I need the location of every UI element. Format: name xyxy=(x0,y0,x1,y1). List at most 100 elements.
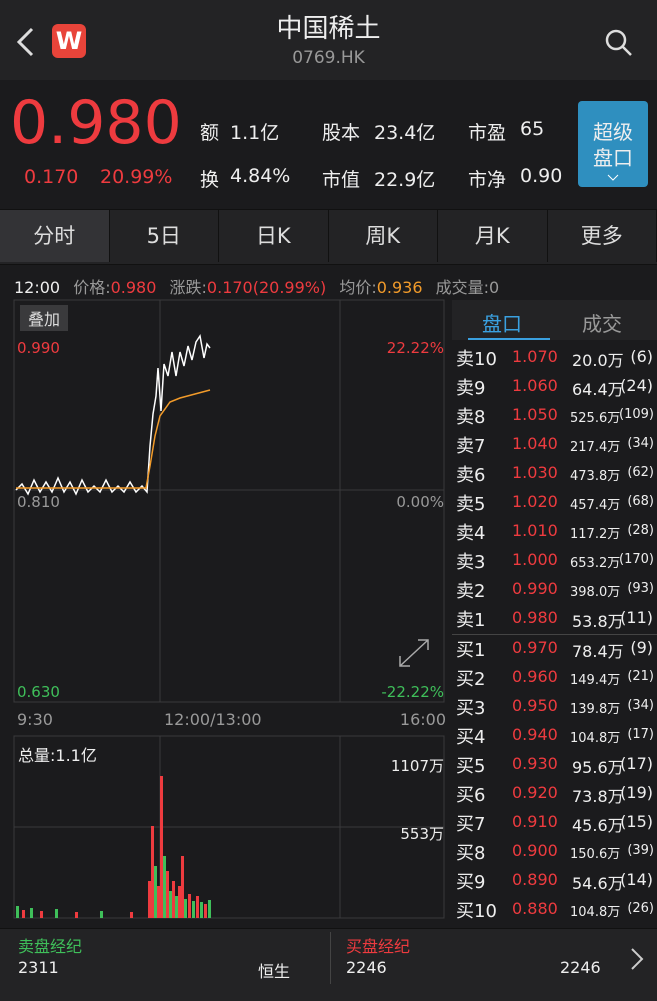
order-volume: 150.6万 xyxy=(570,843,620,862)
y-label: 0.990 xyxy=(17,339,60,357)
order-price: 0.990 xyxy=(512,579,558,598)
side-label: 卖8 xyxy=(456,403,485,429)
order-volume: 457.4万 xyxy=(570,494,620,513)
tab[interactable]: 更多 xyxy=(548,210,657,262)
order-count: (26) xyxy=(627,901,654,916)
order-price: 0.900 xyxy=(512,841,558,860)
x-label: 9:30 xyxy=(17,710,53,729)
tab[interactable]: 5日 xyxy=(110,210,220,262)
order-count: (24) xyxy=(620,376,653,395)
broker-bar xyxy=(0,928,657,1001)
avg-line xyxy=(16,390,210,488)
info-label: 均价: xyxy=(339,278,376,297)
next-button[interactable] xyxy=(630,947,644,971)
side-label: 卖3 xyxy=(456,548,485,574)
order-count: (11) xyxy=(620,608,653,627)
broker-name: 2246 xyxy=(560,958,601,977)
broker-name: 恒生 xyxy=(258,958,290,982)
x-label: 12:00/13:00 xyxy=(164,710,262,729)
stat-value: 0.90 xyxy=(520,165,562,187)
order-price: 0.930 xyxy=(512,754,558,773)
order-volume: 104.8万 xyxy=(570,727,620,746)
order-count: (21) xyxy=(627,669,654,684)
order-volume: 217.4万 xyxy=(570,436,620,455)
order-price: 1.030 xyxy=(512,463,558,482)
stat-label: 股本 xyxy=(322,118,360,145)
divider xyxy=(330,932,331,984)
button-text: 盘口 xyxy=(578,142,648,171)
side-label: 卖6 xyxy=(456,461,485,487)
stat-value: 4.84% xyxy=(230,165,290,187)
order-volume: 398.0万 xyxy=(570,581,620,600)
stat-label: 换 xyxy=(200,165,219,192)
order-price: 0.950 xyxy=(512,696,558,715)
order-count: (34) xyxy=(627,698,654,713)
side-label: 卖1 xyxy=(456,606,485,632)
expand-icon[interactable] xyxy=(400,640,428,666)
stock-code: 0769.HK xyxy=(0,48,657,68)
info-change: 0.170(20.99%) xyxy=(207,278,326,297)
stat-value: 22.9亿 xyxy=(374,165,435,192)
pct-label: 0.00% xyxy=(396,493,444,511)
order-count: (9) xyxy=(630,638,653,657)
overlay-button[interactable]: 叠加 xyxy=(20,305,68,331)
price-line xyxy=(16,336,210,494)
order-volume: 20.0万 xyxy=(572,347,624,371)
order-price: 0.890 xyxy=(512,870,558,889)
order-volume: 54.6万 xyxy=(572,870,624,894)
info-label: 涨跌: xyxy=(170,278,207,297)
order-price: 0.970 xyxy=(512,638,558,657)
broker-title: 卖盘经纪 xyxy=(18,933,82,957)
order-volume: 473.8万 xyxy=(570,465,620,484)
order-volume: 95.6万 xyxy=(572,754,624,778)
info-volume: 0 xyxy=(489,278,499,297)
side-label: 卖2 xyxy=(456,577,485,603)
order-price: 1.000 xyxy=(512,550,558,569)
orderbook-tab[interactable]: 盘口 xyxy=(452,308,552,337)
stat-label: 市盈 xyxy=(468,118,506,145)
side-label: 卖9 xyxy=(456,374,485,400)
search-button[interactable] xyxy=(604,28,634,58)
order-count: (68) xyxy=(627,494,654,509)
tab[interactable]: 日K xyxy=(219,210,329,262)
order-count: (62) xyxy=(627,465,654,480)
tab[interactable]: 月K xyxy=(438,210,548,262)
broker-code: 2311 xyxy=(18,958,59,977)
side-label: 卖7 xyxy=(456,432,485,458)
order-volume: 73.8万 xyxy=(572,783,624,807)
orderbook-tab[interactable]: 成交 xyxy=(552,308,652,337)
info-price: 0.980 xyxy=(111,278,157,297)
order-price: 1.040 xyxy=(512,434,558,453)
order-volume: 525.6万 xyxy=(570,407,620,426)
order-price: 0.980 xyxy=(512,608,558,627)
side-label: 买9 xyxy=(456,868,485,894)
side-label: 买6 xyxy=(456,781,485,807)
order-price: 1.010 xyxy=(512,521,558,540)
chevron xyxy=(607,174,619,182)
side-label: 卖10 xyxy=(456,345,497,371)
order-count: (15) xyxy=(620,812,653,831)
info-label: 价格: xyxy=(73,278,110,297)
order-volume: 117.2万 xyxy=(570,523,620,542)
order-count: (170) xyxy=(619,552,654,567)
x-label: 16:00 xyxy=(400,710,446,729)
side-label: 买2 xyxy=(456,665,485,691)
order-price: 1.060 xyxy=(512,376,558,395)
volume-bars xyxy=(16,776,211,918)
info-line: 12:00 价格:0.980 涨跌:0.170(20.99%) 均价:0.936… xyxy=(14,274,499,298)
tab[interactable]: 周K xyxy=(329,210,439,262)
order-count: (17) xyxy=(627,727,654,742)
intraday-chart xyxy=(0,296,450,926)
stat-label: 额 xyxy=(200,118,219,145)
order-price: 1.070 xyxy=(512,347,558,366)
order-volume: 104.8万 xyxy=(570,901,620,920)
order-count: (17) xyxy=(620,754,653,773)
side-label: 卖5 xyxy=(456,490,485,516)
order-count: (19) xyxy=(620,783,653,802)
order-price: 0.880 xyxy=(512,899,558,918)
order-volume: 64.4万 xyxy=(572,376,624,400)
vol-label: 1107万 xyxy=(391,755,444,776)
stat-label: 市值 xyxy=(322,165,360,192)
tab[interactable]: 分时 xyxy=(0,210,110,262)
order-count: (6) xyxy=(630,347,653,366)
